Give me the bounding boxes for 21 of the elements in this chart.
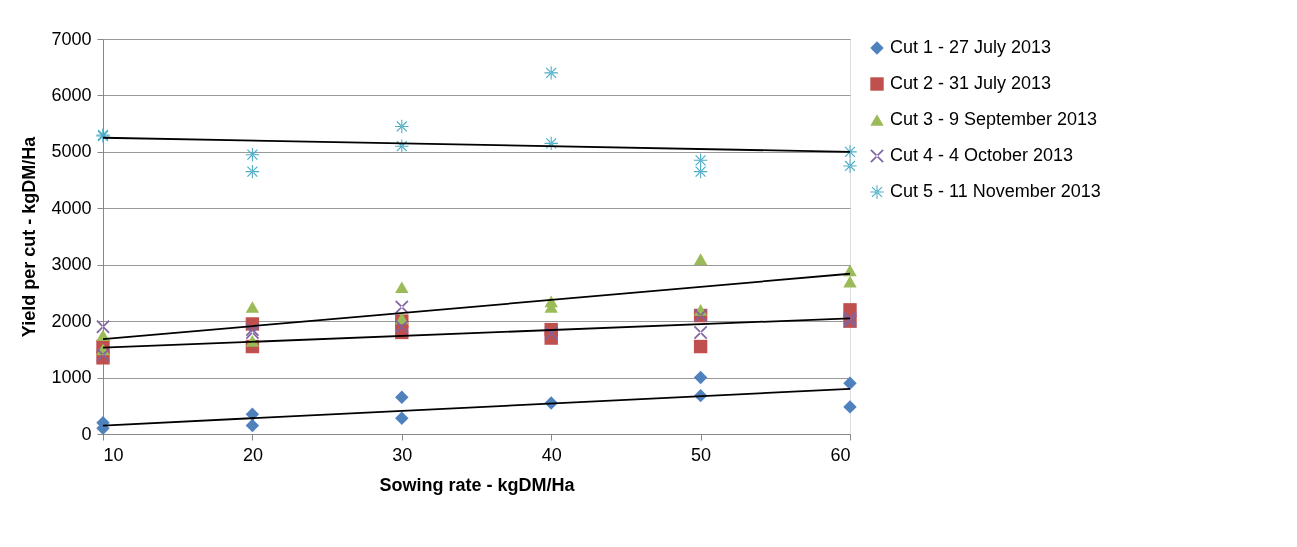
x-tick-label: 20 xyxy=(242,444,263,465)
legend-label: Cut 2 - 31 July 2013 xyxy=(890,73,1052,93)
y-tick-label: 0 xyxy=(81,423,92,444)
x-tick-label: 40 xyxy=(541,444,562,465)
legend-label: Cut 4 - 4 October 2013 xyxy=(890,145,1074,165)
legend-label: Cut 1 - 27 July 2013 xyxy=(890,37,1052,57)
y-axis-title: Yield per cut - kgDM/Ha xyxy=(19,135,40,338)
y-tick-label: 6000 xyxy=(51,84,92,105)
legend-label: Cut 5 - 11 November 2013 xyxy=(890,181,1101,201)
y-tick-label: 7000 xyxy=(51,28,92,49)
y-tick-label: 3000 xyxy=(51,254,92,275)
x-tick-label: 50 xyxy=(691,444,712,465)
x-tick-label: 30 xyxy=(392,444,413,465)
y-tick-label: 1000 xyxy=(51,367,92,388)
legend-label: Cut 3 - 9 September 2013 xyxy=(890,109,1098,129)
x-tick-label: 60 xyxy=(830,444,851,465)
y-tick-label: 2000 xyxy=(51,310,92,331)
y-tick-label: 4000 xyxy=(51,197,92,218)
x-tick-label: 10 xyxy=(103,444,124,465)
x-axis-title: Sowing rate - kgDM/Ha xyxy=(379,474,576,495)
y-tick-label: 5000 xyxy=(51,141,92,162)
